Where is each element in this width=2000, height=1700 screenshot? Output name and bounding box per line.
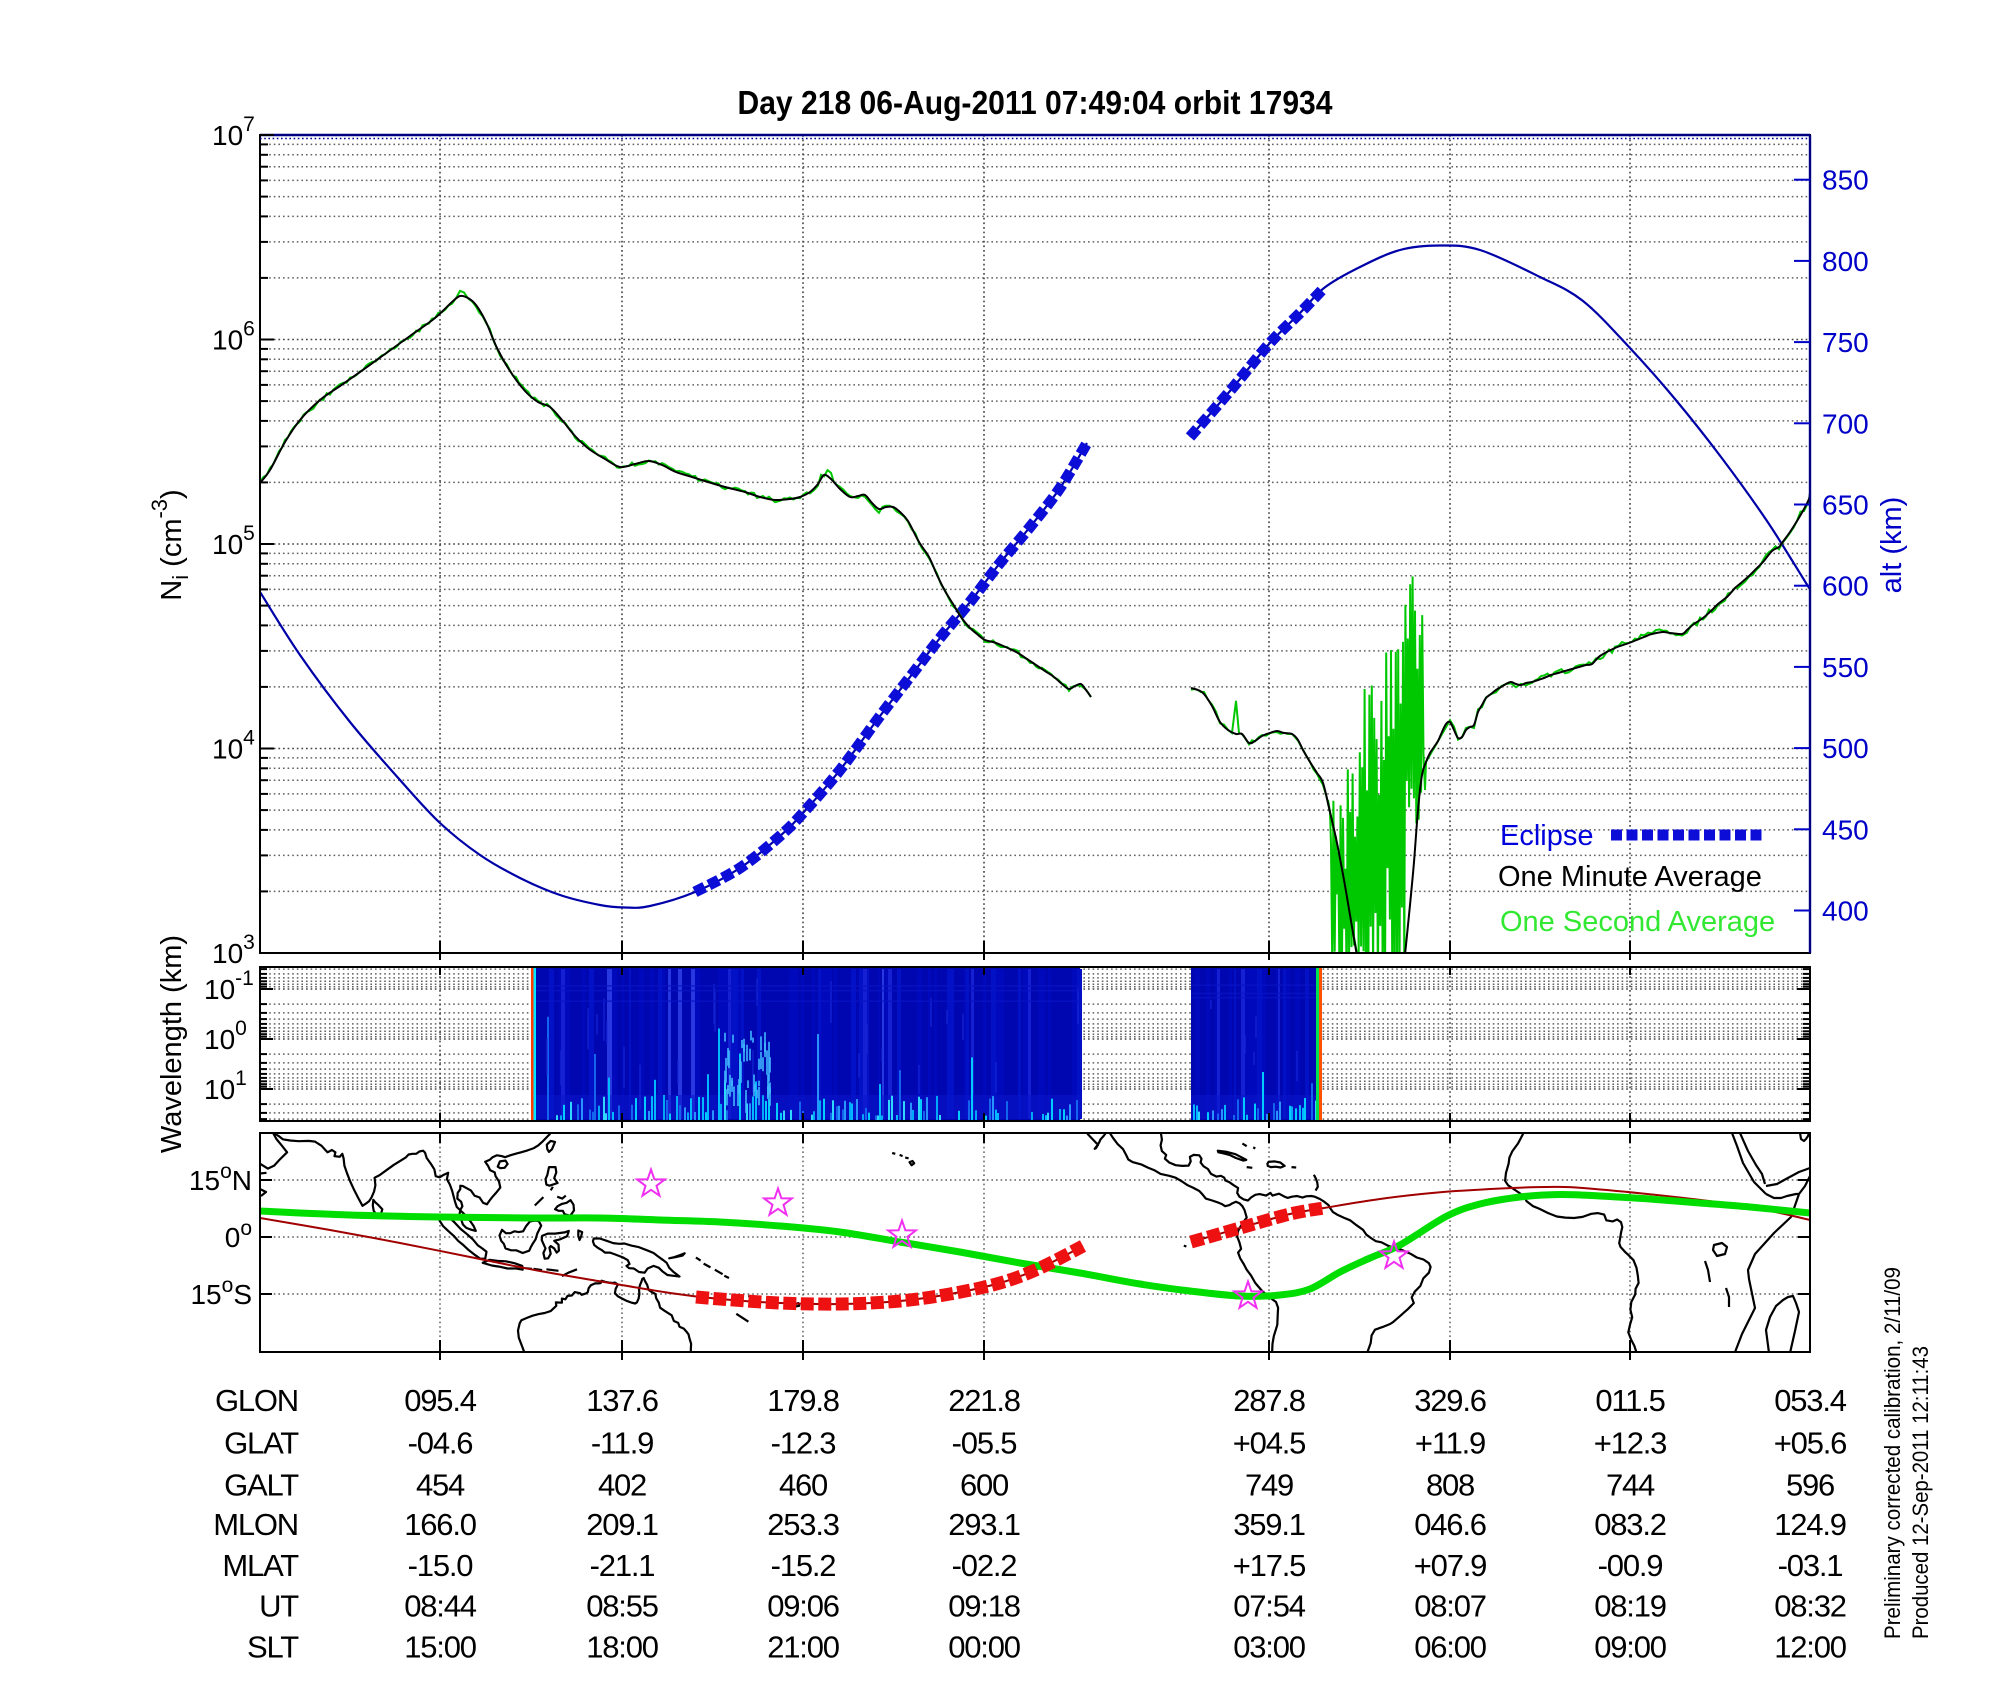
svg-text:-21.1: -21.1 <box>590 1548 655 1583</box>
svg-text:-03.1: -03.1 <box>1778 1548 1843 1583</box>
svg-text:Wavelength (km): Wavelength (km) <box>156 935 188 1153</box>
svg-text:-11.9: -11.9 <box>591 1426 653 1461</box>
svg-text:287.8: 287.8 <box>1233 1383 1305 1418</box>
svg-text:15oS: 15oS <box>190 1274 252 1310</box>
svg-text:221.8: 221.8 <box>948 1383 1020 1418</box>
svg-text:18:00: 18:00 <box>586 1630 659 1665</box>
svg-text:700: 700 <box>1822 408 1869 439</box>
svg-text:454: 454 <box>416 1468 465 1503</box>
svg-text:03:00: 03:00 <box>1233 1630 1306 1665</box>
svg-text:293.1: 293.1 <box>948 1507 1020 1542</box>
svg-text:-05.5: -05.5 <box>952 1426 1017 1461</box>
svg-text:08:55: 08:55 <box>586 1589 658 1624</box>
svg-text:808: 808 <box>1426 1468 1474 1503</box>
svg-text:179.8: 179.8 <box>767 1383 839 1418</box>
svg-text:650: 650 <box>1822 490 1869 521</box>
svg-text:+12.3: +12.3 <box>1594 1426 1666 1461</box>
svg-text:500: 500 <box>1822 733 1869 764</box>
svg-text:253.3: 253.3 <box>767 1507 839 1542</box>
svg-text:One Minute Average: One Minute Average <box>1498 861 1762 893</box>
svg-text:-04.6: -04.6 <box>408 1426 473 1461</box>
svg-text:+07.9: +07.9 <box>1414 1548 1486 1583</box>
svg-text:011.5: 011.5 <box>1595 1383 1664 1418</box>
svg-text:166.0: 166.0 <box>404 1507 477 1542</box>
svg-text:+05.6: +05.6 <box>1774 1426 1846 1461</box>
svg-text:095.4: 095.4 <box>404 1383 477 1418</box>
svg-text:08:19: 08:19 <box>1594 1589 1666 1624</box>
svg-text:850: 850 <box>1822 165 1869 196</box>
svg-text:-02.2: -02.2 <box>952 1548 1017 1583</box>
svg-text:400: 400 <box>1822 896 1869 927</box>
svg-text:800: 800 <box>1822 246 1869 277</box>
svg-text:600: 600 <box>1822 571 1869 602</box>
svg-text:-00.9: -00.9 <box>1598 1548 1663 1583</box>
svg-text:Produced 12-Sep-2011 12:11:43: Produced 12-Sep-2011 12:11:43 <box>1908 1346 1933 1639</box>
svg-text:15:00: 15:00 <box>404 1630 477 1665</box>
svg-text:550: 550 <box>1822 652 1869 683</box>
svg-text:-15.2: -15.2 <box>771 1548 836 1583</box>
svg-text:SLT: SLT <box>247 1630 299 1665</box>
svg-text:-15.0: -15.0 <box>408 1548 474 1583</box>
svg-text:359.1: 359.1 <box>1233 1507 1305 1542</box>
svg-text:06:00: 06:00 <box>1414 1630 1487 1665</box>
svg-text:09:00: 09:00 <box>1594 1630 1667 1665</box>
svg-text:09:18: 09:18 <box>948 1589 1020 1624</box>
svg-text:09:06: 09:06 <box>767 1589 839 1624</box>
svg-text:08:44: 08:44 <box>404 1589 477 1624</box>
svg-text:Day 218 06-Aug-2011 07:49:04: Day 218 06-Aug-2011 07:49:04 orbit 17934 <box>738 84 1334 121</box>
svg-text:053.4: 053.4 <box>1774 1383 1847 1418</box>
svg-text:Preliminary corrected calibrat: Preliminary corrected calibration, 2/11/… <box>1880 1267 1905 1639</box>
svg-text:+17.5: +17.5 <box>1233 1548 1305 1583</box>
svg-text:+04.5: +04.5 <box>1233 1426 1305 1461</box>
svg-text:329.6: 329.6 <box>1414 1383 1486 1418</box>
svg-text:744: 744 <box>1606 1468 1655 1503</box>
svg-text:+11.9: +11.9 <box>1415 1426 1485 1461</box>
svg-text:-12.3: -12.3 <box>771 1426 836 1461</box>
svg-text:alt (km): alt (km) <box>1876 497 1908 594</box>
svg-text:UT: UT <box>259 1589 299 1624</box>
svg-text:08:32: 08:32 <box>1774 1589 1846 1624</box>
svg-text:749: 749 <box>1245 1468 1293 1503</box>
svg-text:Eclipse: Eclipse <box>1500 820 1594 852</box>
svg-text:105: 105 <box>212 522 255 560</box>
svg-text:083.2: 083.2 <box>1594 1507 1666 1542</box>
svg-text:07:54: 07:54 <box>1233 1589 1306 1624</box>
svg-text:MLAT: MLAT <box>222 1548 299 1583</box>
svg-text:402: 402 <box>598 1468 646 1503</box>
svg-text:GALT: GALT <box>224 1468 299 1503</box>
svg-text:MLON: MLON <box>213 1507 298 1542</box>
svg-text:124.9: 124.9 <box>1774 1507 1846 1542</box>
svg-text:600: 600 <box>960 1468 1009 1503</box>
svg-text:00:00: 00:00 <box>948 1630 1021 1665</box>
svg-text:GLAT: GLAT <box>224 1426 299 1461</box>
svg-text:209.1: 209.1 <box>586 1507 658 1542</box>
svg-text:750: 750 <box>1822 327 1869 358</box>
svg-text:046.6: 046.6 <box>1414 1507 1486 1542</box>
svg-text:10-1: 10-1 <box>204 967 254 1005</box>
svg-text:460: 460 <box>779 1468 828 1503</box>
svg-text:12:00: 12:00 <box>1774 1630 1847 1665</box>
svg-text:137.6: 137.6 <box>586 1383 658 1418</box>
svg-text:GLON: GLON <box>215 1383 298 1418</box>
svg-text:596: 596 <box>1786 1468 1834 1503</box>
svg-text:21:00: 21:00 <box>767 1630 840 1665</box>
svg-text:08:07: 08:07 <box>1414 1589 1486 1624</box>
svg-text:106: 106 <box>212 318 255 356</box>
svg-text:One Second Average: One Second Average <box>1500 906 1775 938</box>
svg-text:450: 450 <box>1822 814 1869 845</box>
